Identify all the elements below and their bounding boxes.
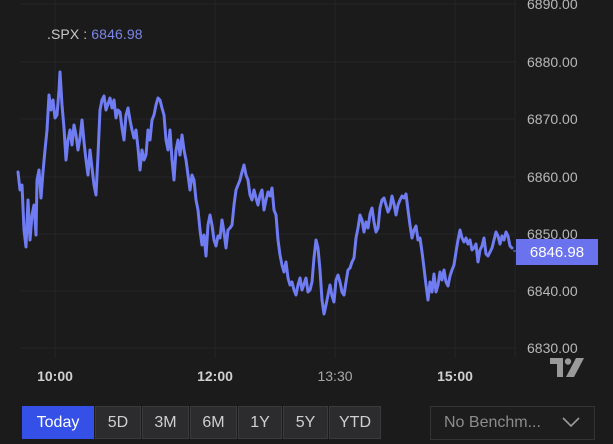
y-axis-label: 6840.00 — [527, 283, 578, 299]
y-axis-label: 6860.00 — [527, 169, 578, 185]
time-range-selector: Today 5D 3M 6M 1Y 5Y YTD — [22, 406, 381, 439]
x-axis-label: 10:00 — [37, 368, 73, 384]
last-price-badge: 6846.98 — [516, 239, 598, 265]
legend-symbol: .SPX : — [47, 26, 88, 42]
range-button-1y[interactable]: 1Y — [238, 406, 282, 439]
chevron-down-icon — [562, 417, 580, 428]
tradingview-logo-icon[interactable] — [550, 358, 584, 378]
x-axis-label: 15:00 — [437, 368, 473, 384]
legend-value: 6846.98 — [91, 26, 143, 42]
spx-price-line — [16, 70, 514, 316]
y-axis-label: 6830.00 — [527, 340, 578, 356]
y-axis-label: 6850.00 — [527, 226, 578, 242]
y-axis-label: 6890.00 — [527, 0, 578, 12]
range-button-6m[interactable]: 6M — [190, 406, 237, 439]
range-button-5y[interactable]: 5Y — [283, 406, 328, 439]
benchmark-dropdown[interactable]: No Benchm... — [430, 406, 595, 440]
chart-legend: .SPX : 6846.98 — [47, 26, 143, 42]
y-axis-label: 6880.00 — [527, 54, 578, 70]
range-button-ytd[interactable]: YTD — [329, 406, 381, 439]
x-axis-label: 12:00 — [197, 368, 233, 384]
chart-area[interactable]: .SPX : 6846.98 6890.00 6880.00 6870.00 6… — [0, 0, 613, 395]
price-chart-svg — [16, 0, 518, 358]
range-button-5d[interactable]: 5D — [95, 406, 141, 439]
y-axis-label: 6870.00 — [527, 111, 578, 127]
range-button-today[interactable]: Today — [22, 406, 94, 439]
benchmark-label: No Benchm... — [444, 414, 541, 431]
x-axis-label: 13:30 — [317, 368, 353, 384]
range-button-3m[interactable]: 3M — [142, 406, 189, 439]
